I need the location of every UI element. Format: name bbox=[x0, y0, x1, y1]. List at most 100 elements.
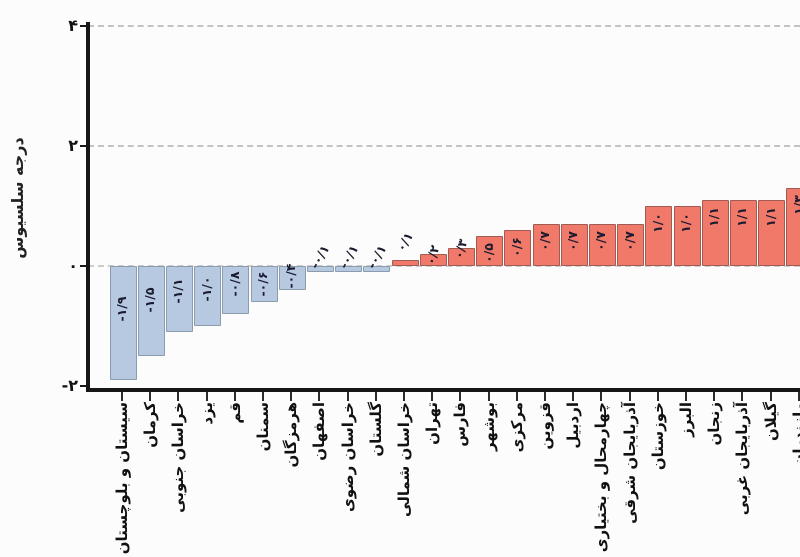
x-axis-tick bbox=[177, 392, 180, 401]
temperature-bar bbox=[617, 224, 645, 266]
y-axis-title: درجه سلسیوس bbox=[8, 137, 27, 259]
bar-value-label: -۰/۴ bbox=[283, 263, 299, 289]
temperature-bar bbox=[532, 224, 560, 266]
x-axis-tick bbox=[713, 392, 716, 401]
temperature-bar bbox=[109, 266, 137, 380]
province-label: خراسان رضوی bbox=[338, 402, 357, 512]
bar-value-label: ۱/۱ bbox=[706, 207, 722, 227]
x-axis-tick bbox=[459, 392, 462, 401]
province-label: اردبیل bbox=[564, 402, 583, 449]
bar-value-label: ۱/۰ bbox=[678, 213, 693, 233]
temperature-bar bbox=[250, 266, 278, 302]
province-label: قزوین bbox=[536, 402, 554, 450]
y-axis-tick bbox=[80, 265, 88, 267]
x-axis-tick bbox=[403, 392, 405, 401]
x-axis-tick bbox=[205, 392, 208, 401]
province-label: آذربایجان غربی bbox=[733, 402, 752, 516]
x-axis-tick bbox=[685, 392, 687, 401]
province-label: تهران bbox=[423, 402, 442, 445]
bar-value-label: ۰/۵ bbox=[480, 243, 496, 263]
x-axis-tick bbox=[374, 392, 377, 401]
temperature-bar bbox=[673, 206, 701, 266]
temperature-bar bbox=[391, 260, 419, 266]
temperature-bar bbox=[786, 188, 800, 266]
province-label: اصفهان bbox=[310, 402, 329, 461]
x-axis-tick bbox=[769, 392, 772, 401]
x-axis-tick bbox=[346, 392, 349, 401]
y-axis-tick-label: -۲ bbox=[61, 376, 78, 395]
province-label: گلستان bbox=[366, 402, 385, 457]
x-axis-tick bbox=[741, 392, 744, 401]
bar-value-label: ۱/۱ bbox=[762, 207, 778, 227]
bar-value-label: ۱/۳ bbox=[790, 195, 800, 215]
province-label: قم bbox=[225, 402, 244, 424]
x-axis-tick bbox=[262, 392, 264, 401]
y-axis-tick-label: ۰ bbox=[68, 256, 78, 275]
y-axis-line bbox=[86, 22, 90, 390]
bar-value-label: -۱/۱ bbox=[170, 278, 186, 304]
province-label: فارس bbox=[451, 402, 470, 447]
temperature-bar bbox=[137, 266, 165, 356]
gridline bbox=[88, 145, 800, 147]
bar-value-label: -۰/۸ bbox=[226, 271, 242, 297]
x-axis-tick bbox=[431, 392, 434, 401]
bar-value-label: -۰/۶ bbox=[255, 271, 270, 297]
bar-value-label: ۰/۷ bbox=[593, 231, 609, 251]
x-axis-tick bbox=[572, 392, 575, 401]
x-axis-tick bbox=[233, 392, 236, 401]
temperature-bar bbox=[419, 254, 447, 266]
bar-value-label: -۱/۹ bbox=[114, 296, 129, 322]
x-axis-line bbox=[86, 388, 800, 392]
bar-value-label: ۰/۷ bbox=[537, 231, 552, 251]
x-axis-tick bbox=[600, 392, 603, 401]
bar-value-label: ۰/۷ bbox=[565, 231, 581, 251]
x-axis-tick bbox=[290, 392, 293, 401]
gridline bbox=[88, 25, 800, 27]
temperature-bar bbox=[306, 266, 334, 272]
temperature-bar bbox=[194, 266, 222, 326]
x-axis-tick bbox=[149, 392, 152, 401]
temperature-bar bbox=[701, 200, 729, 266]
province-label: خوزستان bbox=[648, 402, 667, 471]
temperature-bar bbox=[278, 266, 306, 290]
x-axis-tick bbox=[628, 392, 631, 401]
province-label: خراسان جنوبی bbox=[169, 402, 188, 513]
province-label: زنجان bbox=[705, 402, 724, 446]
temperature-bar bbox=[165, 266, 193, 332]
province-label: هرمزگان bbox=[282, 402, 301, 468]
province-label: خراسان شمالی bbox=[395, 402, 413, 517]
temperature-bar bbox=[476, 236, 504, 266]
province-label: بوشهر bbox=[479, 402, 498, 452]
province-label: آذربایجان شرقی bbox=[620, 402, 639, 524]
x-axis-tick bbox=[797, 392, 800, 401]
y-axis-tick bbox=[80, 385, 88, 387]
province-label: مرکزی bbox=[507, 402, 526, 453]
bar-value-label: -۱/۰ bbox=[198, 276, 214, 302]
gridline bbox=[88, 265, 800, 267]
x-axis-tick bbox=[121, 392, 123, 401]
bar-value-label: -۱/۵ bbox=[142, 287, 158, 313]
x-axis-tick bbox=[318, 392, 321, 401]
temperature-bar bbox=[645, 206, 673, 266]
province-label: گیلان bbox=[761, 402, 780, 442]
temperature-bar bbox=[729, 200, 757, 266]
bar-value-label: ۰/۷ bbox=[621, 231, 637, 251]
province-label: چهارمحال و بختیاری bbox=[592, 402, 611, 553]
temperature-bar bbox=[758, 200, 786, 266]
y-axis-tick-label: ۴ bbox=[68, 16, 78, 35]
y-axis-tick bbox=[80, 145, 88, 147]
province-label: مازندران bbox=[789, 402, 800, 467]
temperature-bar bbox=[560, 224, 588, 266]
temperature-bar bbox=[588, 224, 616, 266]
province-label: البرز bbox=[677, 402, 695, 437]
temperature-bar bbox=[363, 266, 391, 272]
temperature-bar bbox=[447, 248, 475, 266]
bar-value-label: ۱/۱ bbox=[734, 207, 750, 227]
province-label: کرمان bbox=[141, 402, 160, 448]
province-label: سمنان bbox=[254, 402, 272, 452]
y-axis-tick-label: ۲ bbox=[68, 136, 78, 155]
temperature-bar bbox=[222, 266, 250, 314]
x-axis-tick bbox=[515, 392, 518, 401]
bar-value-label: ۰/۶ bbox=[508, 237, 524, 257]
